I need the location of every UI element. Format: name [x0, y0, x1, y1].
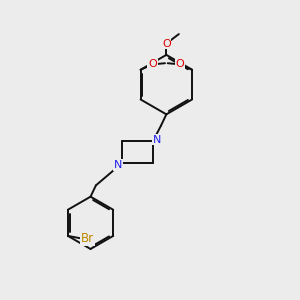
Text: O: O: [176, 59, 184, 69]
Text: O: O: [162, 39, 171, 49]
Text: N: N: [114, 160, 122, 170]
Text: Br: Br: [81, 232, 94, 245]
Text: N: N: [153, 135, 161, 145]
Text: O: O: [148, 59, 157, 69]
